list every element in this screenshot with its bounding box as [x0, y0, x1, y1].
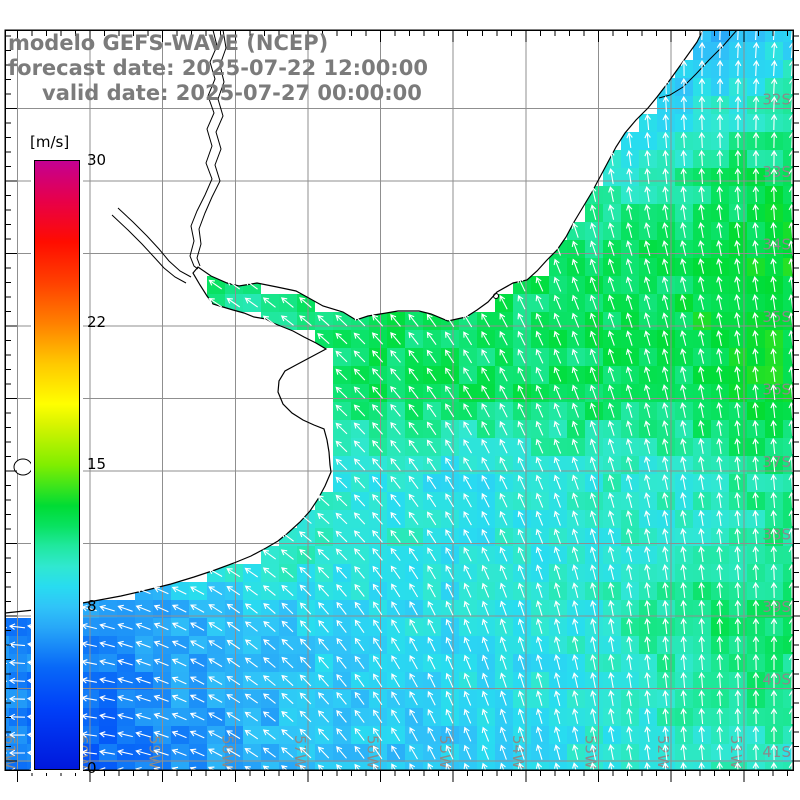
colorbar — [31, 157, 83, 773]
lon-tick-label: 61W — [0, 735, 18, 769]
colorbar-tick-label: 15 — [87, 455, 107, 473]
graticule-gridlines — [5, 30, 793, 770]
coastline — [4, 29, 704, 614]
lat-tick-label: 40S — [762, 671, 791, 689]
lat-tick-label: 41S — [762, 743, 791, 761]
lon-tick-label: 51W — [727, 735, 745, 769]
lon-tick-label: 55W — [436, 735, 454, 769]
colorbar-tick-label: 0 — [87, 759, 97, 777]
colorbar-tick-label: 8 — [87, 596, 97, 615]
axis-ticks — [5, 30, 800, 782]
colorbar-unit-label: [m/s] — [30, 133, 70, 151]
rivers — [111, 29, 227, 284]
lon-tick-label: 56W — [364, 735, 382, 769]
lon-tick-label: 53W — [582, 735, 600, 769]
lat-tick-label: 33S — [762, 163, 791, 181]
lat-tick-label: 37S — [762, 453, 791, 471]
map-frame — [4, 29, 794, 771]
coastal-lagoon-outline — [658, 29, 738, 99]
lat-tick-label: 36S — [762, 381, 791, 399]
lon-tick-label: 57W — [291, 735, 309, 769]
inland-lagoon — [13, 458, 33, 476]
wind-direction-arrows — [5, 30, 793, 770]
lat-tick-label: 39S — [762, 598, 791, 616]
lat-tick-label: 35S — [762, 308, 791, 326]
lon-tick-label: 52W — [654, 735, 672, 769]
lon-tick-label: 58W — [218, 735, 236, 769]
lon-tick-label: 54W — [509, 735, 527, 769]
lat-tick-label: 38S — [762, 526, 791, 544]
lat-tick-label: 34S — [762, 236, 791, 254]
lon-tick-label: 59W — [146, 735, 164, 769]
lat-tick-label: 32S — [762, 91, 791, 109]
land-area — [5, 30, 703, 613]
colorbar-tick-label: 30 — [87, 151, 107, 169]
colorbar-tick-label: 22 — [87, 313, 107, 332]
